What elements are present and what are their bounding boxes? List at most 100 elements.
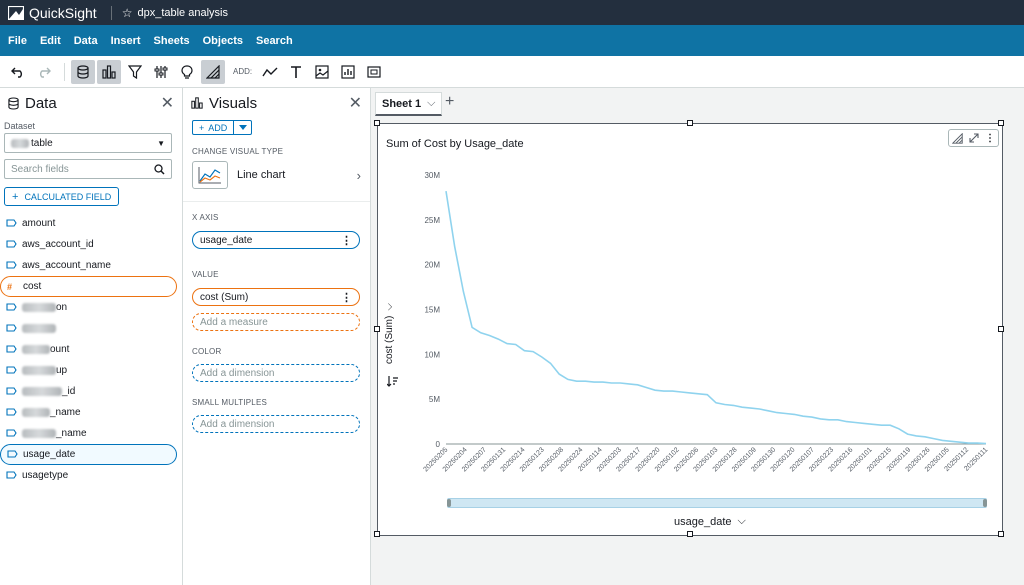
x-axis-field-well[interactable]: usage_date ⋮ (192, 231, 360, 249)
field-item[interactable]: aws_account_id (0, 234, 177, 255)
expand-icon[interactable] (969, 133, 979, 143)
sheet-canvas: Sheet 1 ⌵ + Sum of Cost by Usage_date ⋮ … (371, 88, 1024, 585)
caret-down-icon (238, 125, 247, 130)
obscured-text (22, 324, 56, 333)
x-axis-range-scrollbar[interactable] (447, 498, 987, 508)
close-icon[interactable]: ✕ (348, 95, 362, 112)
add-measure-drop[interactable]: Add a measure (192, 313, 360, 331)
field-item[interactable]: _name (0, 423, 177, 444)
field-item[interactable]: _id (0, 381, 177, 402)
visual-type-selector[interactable]: Line chart › (192, 160, 361, 190)
add-sheet-icon[interactable]: + (445, 93, 455, 110)
more-options-icon[interactable]: ⋮ (341, 291, 352, 304)
dataset-label: Dataset (4, 121, 36, 131)
resize-handle[interactable] (998, 326, 1004, 332)
resize-handle[interactable] (374, 326, 380, 332)
value-field-well[interactable]: cost (Sum) ⋮ (192, 288, 360, 306)
menu-data[interactable]: Data (73, 34, 98, 47)
dataset-select[interactable]: table ▼ (4, 133, 172, 153)
menu-edit[interactable]: Edit (39, 34, 61, 47)
field-item[interactable]: usage_date (0, 444, 177, 465)
small-multiples-drop[interactable]: Add a dimension (192, 415, 360, 433)
filter-icon[interactable] (123, 60, 147, 84)
add-measure-placeholder: Add a measure (200, 316, 268, 328)
chevron-down-icon: ⌵ (737, 515, 746, 527)
field-label: usagetype (22, 470, 69, 481)
add-image-icon[interactable] (310, 60, 334, 84)
menu-file[interactable]: File (8, 34, 27, 47)
undo-icon[interactable] (6, 60, 30, 84)
themes-icon[interactable] (201, 59, 225, 84)
color-dimension-drop[interactable]: Add a dimension (192, 364, 360, 382)
x-axis-title[interactable]: usage_date ⌵ (674, 515, 746, 528)
resize-handle[interactable] (374, 531, 380, 537)
parameters-icon[interactable] (149, 60, 173, 84)
field-label: ount (50, 344, 70, 355)
dimension-icon (7, 449, 19, 460)
resize-handle[interactable] (998, 120, 1004, 126)
visuals-icon[interactable] (97, 59, 121, 84)
sheet-tab[interactable]: Sheet 1 ⌵ (375, 92, 443, 116)
y-tick-label: 15M (424, 306, 440, 315)
dimension-icon (6, 386, 18, 397)
y-tick-label: 5M (429, 395, 440, 404)
dataset-value: table (31, 137, 53, 149)
chevron-down-icon[interactable]: ⌵ (427, 97, 436, 109)
field-label: _name (56, 428, 87, 439)
field-list: amount aws_account_id aws_account_name # cos… (0, 213, 182, 486)
visual-title: Sum of Cost by Usage_date (386, 138, 524, 150)
calculated-field-label: CALCULATED FIELD (24, 191, 112, 202)
field-label: on (56, 302, 68, 313)
data-icon[interactable] (71, 59, 95, 84)
resize-handle[interactable] (374, 120, 380, 126)
search-fields-input[interactable]: Search fields (4, 159, 172, 179)
field-item[interactable]: amount (0, 213, 177, 234)
obscured-text (22, 366, 56, 375)
field-item[interactable]: up (0, 360, 177, 381)
field-item[interactable] (0, 318, 177, 339)
add-visual-dropdown[interactable] (234, 120, 253, 135)
add-label: ADD: (233, 67, 253, 76)
visuals-panel: Visuals ✕ + ADD CHANGE VISUAL TYPE Line c… (183, 88, 371, 585)
add-embed-icon[interactable] (362, 60, 386, 84)
field-item[interactable]: aws_account_name (0, 255, 177, 276)
format-visual-icon[interactable] (952, 132, 963, 144)
menu-insert[interactable]: Insert (110, 34, 141, 47)
field-label: up (56, 365, 68, 376)
y-axis-title[interactable]: cost (Sum) ⌵ (384, 303, 395, 364)
data-panel-header: Data ✕ (0, 88, 182, 118)
divider (183, 201, 370, 202)
obscured-text (11, 138, 29, 148)
field-label: _id (62, 386, 76, 397)
menu-search[interactable]: Search (255, 34, 293, 47)
field-item[interactable]: on (0, 297, 177, 318)
add-visual-button[interactable]: + ADD (192, 120, 235, 135)
resize-handle[interactable] (998, 531, 1004, 537)
scrollbar-right-grip[interactable] (983, 499, 987, 507)
insights-icon[interactable] (175, 60, 199, 84)
redo-icon[interactable] (32, 60, 56, 84)
menu-sheets[interactable]: Sheets (153, 34, 190, 47)
more-options-icon[interactable]: ⋮ (341, 234, 352, 247)
more-options-icon[interactable]: ⋮ (985, 132, 995, 144)
field-item[interactable]: # cost (0, 276, 177, 297)
field-item[interactable]: usagetype (0, 465, 177, 486)
add-insight-icon[interactable] (336, 60, 360, 84)
field-item[interactable]: ount (0, 339, 177, 360)
resize-handle[interactable] (687, 531, 693, 537)
y-tick-label: 30M (424, 171, 440, 180)
scrollbar-left-grip[interactable] (447, 499, 451, 507)
favorite-star-icon[interactable]: ☆ (121, 5, 133, 20)
add-text-icon[interactable] (284, 60, 308, 84)
line-chart-visual[interactable]: Sum of Cost by Usage_date ⋮ 0 5M 10M 15M 20M… (374, 120, 1004, 537)
quicksight-logo[interactable]: QuickSight (0, 5, 97, 21)
app-name: QuickSight (29, 4, 97, 21)
menu-objects[interactable]: Objects (202, 34, 243, 47)
calculated-field-button[interactable]: + CALCULATED FIELD (4, 187, 120, 206)
close-icon[interactable]: ✕ (160, 95, 174, 112)
sort-icon[interactable] (387, 375, 399, 387)
resize-handle[interactable] (687, 120, 693, 126)
add-line-icon[interactable] (258, 60, 282, 84)
field-item[interactable]: _name (0, 402, 177, 423)
dimension-icon (6, 407, 18, 418)
